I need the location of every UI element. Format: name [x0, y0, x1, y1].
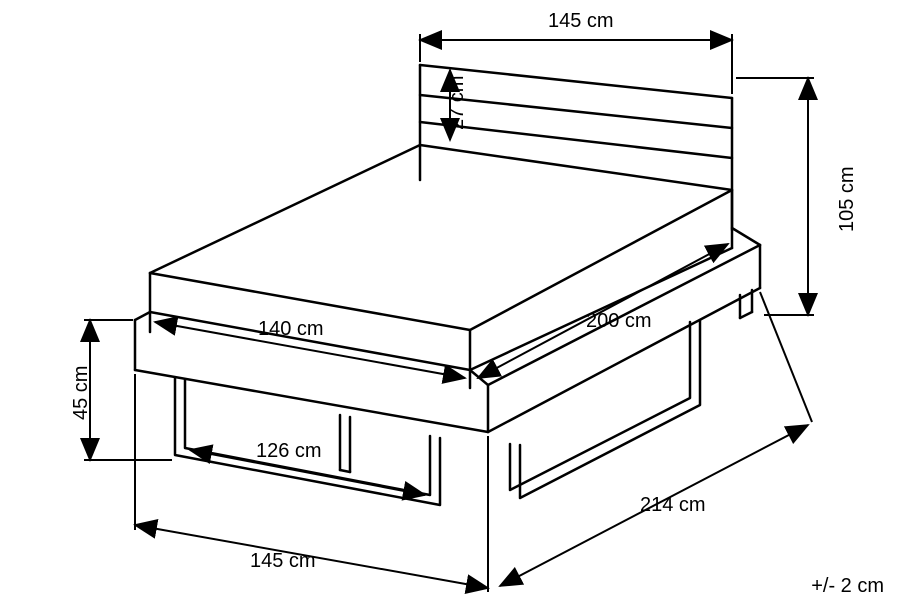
dim-mattress-width: 140 cm [258, 318, 324, 341]
dim-headboard-panel-height: 27 cm [446, 76, 469, 130]
dim-inner-width: 126 cm [256, 440, 322, 463]
dim-overall-height: 105 cm [836, 166, 859, 232]
dim-overall-length: 214 cm [640, 494, 706, 517]
dim-overall-width: 145 cm [250, 550, 316, 573]
tolerance-note: +/- 2 cm [811, 575, 884, 598]
diagram-canvas: 145 cm 27 cm 105 cm 45 cm 140 cm 200 cm … [0, 0, 908, 608]
dim-mattress-length: 200 cm [586, 310, 652, 333]
dim-headboard-width-top: 145 cm [548, 10, 614, 33]
dim-frame-height: 45 cm [70, 366, 93, 420]
